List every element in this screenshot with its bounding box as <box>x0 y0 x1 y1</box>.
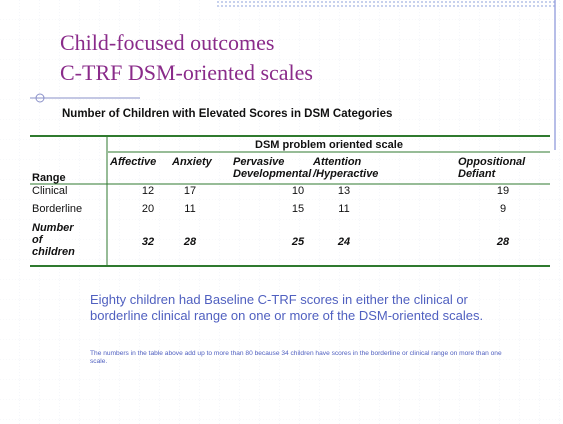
note: The numbers in the table above add up to… <box>90 350 502 365</box>
table-cell: 20 <box>141 203 155 215</box>
row-label: Number of children <box>32 222 75 258</box>
dotted-band <box>215 0 555 8</box>
table-cell: 10 <box>291 185 305 197</box>
title-rule-dot <box>35 93 45 103</box>
column-header: Oppositional Defiant <box>458 156 526 180</box>
column-header: Affective <box>110 156 157 168</box>
row-label: Clinical <box>32 185 68 197</box>
table-cell: 11 <box>184 203 196 215</box>
table-cell: 19 <box>496 185 510 197</box>
body-text: Eighty children had Baseline C-TRF score… <box>90 292 484 323</box>
row-header: Range <box>32 172 66 184</box>
row-label: Borderline <box>32 203 83 215</box>
table-cell: 17 <box>183 185 197 197</box>
table-cell: 12 <box>141 185 155 197</box>
table-cell: 25 <box>291 236 305 248</box>
table-cell: 11 <box>338 203 350 215</box>
column-header: Pervasive Developmental <box>233 156 312 180</box>
subtitle: Number of Children with Elevated Scores … <box>62 108 393 120</box>
table-cell: 13 <box>337 185 351 197</box>
table-cell: 32 <box>141 236 155 248</box>
column-header: Attention /Hyperactive <box>313 156 379 180</box>
group-header: DSM problem oriented scale <box>255 139 403 151</box>
title-line: C-TRF DSM-oriented scales <box>60 60 313 85</box>
table-cell: 28 <box>183 236 197 248</box>
table-cell: 28 <box>496 236 510 248</box>
title-line: Child-focused outcomes <box>60 30 275 55</box>
table-cell: 15 <box>291 203 305 215</box>
table-cell: 9 <box>499 203 507 215</box>
column-header: Anxiety <box>172 156 212 168</box>
table-cell: 24 <box>337 236 351 248</box>
